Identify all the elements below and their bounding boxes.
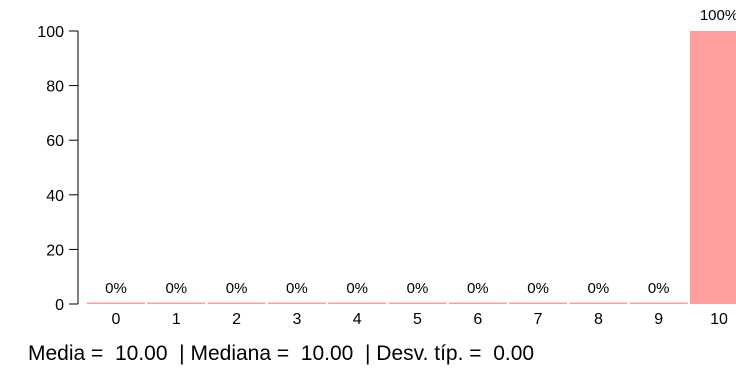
y-tick-label: 0	[55, 297, 64, 314]
y-tick-label: 80	[46, 79, 64, 96]
data-label: 0%	[588, 280, 610, 297]
x-tick-label: 0	[112, 311, 121, 328]
data-label: 0%	[165, 280, 187, 297]
bar	[690, 31, 736, 304]
data-label: 0%	[467, 280, 489, 297]
x-tick-label: 9	[654, 311, 663, 328]
data-label: 0%	[527, 280, 549, 297]
data-labels: 0% 0% 0% 0% 0% 0% 0% 0% 0% 0% 100%	[105, 7, 736, 297]
data-label: 0%	[105, 280, 127, 297]
data-label: 100%	[700, 7, 736, 24]
x-tick-label: 8	[594, 311, 603, 328]
bar	[509, 302, 568, 304]
y-tick-label: 60	[46, 133, 64, 150]
x-tick-label: 6	[473, 311, 482, 328]
data-label: 0%	[648, 280, 670, 297]
y-tick-label: 40	[46, 188, 64, 205]
bar-chart: 0 20 40 60 80 100 0% 0% 0% 0% 0% 0% 0% 0% 0% 0% 100% 0 1…	[37, 7, 736, 328]
x-tick-label: 10	[710, 311, 728, 328]
bar	[328, 302, 387, 304]
bar	[629, 302, 688, 304]
bar	[388, 302, 447, 304]
x-tick-label: 3	[292, 311, 301, 328]
x-tick-label: 5	[413, 311, 422, 328]
data-label: 0%	[226, 280, 248, 297]
x-tick-label: 1	[172, 311, 181, 328]
bar	[87, 302, 145, 304]
data-label: 0%	[407, 280, 429, 297]
x-tick-label: 7	[534, 311, 543, 328]
summary-statistics: Media = 10.00 | Mediana = 10.00 | Desv. …	[28, 342, 535, 365]
bar	[267, 302, 326, 304]
data-label: 0%	[286, 280, 308, 297]
x-tick-label: 4	[353, 311, 362, 328]
bar	[147, 302, 206, 304]
y-tick-label: 20	[46, 242, 64, 259]
data-label: 0%	[346, 280, 368, 297]
y-axis: 0 20 40 60 80 100	[37, 24, 79, 314]
y-tick-label: 100	[37, 24, 64, 41]
x-axis-labels: 0 1 2 3 4 5 6 7 8 9 10	[112, 311, 728, 328]
bar	[207, 302, 266, 304]
bar	[448, 302, 507, 304]
bars	[87, 31, 736, 304]
x-tick-label: 2	[232, 311, 241, 328]
bar	[569, 302, 628, 304]
